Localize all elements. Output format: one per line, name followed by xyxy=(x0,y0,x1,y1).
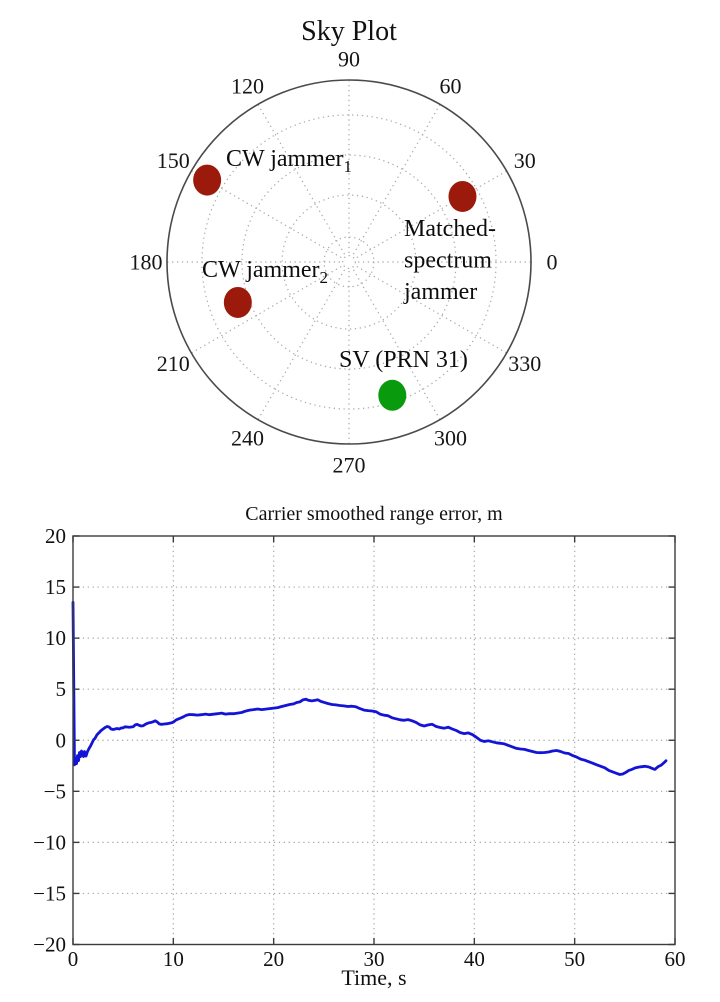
azimuth-tick-label: 150 xyxy=(157,148,190,173)
grid-ring xyxy=(241,154,457,370)
grid-spoke xyxy=(257,104,346,255)
grid-spoke xyxy=(257,269,346,420)
azimuth-tick-label: 180 xyxy=(130,250,163,275)
sky-plot-title: Sky Plot xyxy=(301,16,397,47)
x-tick-label: 40 xyxy=(464,947,485,971)
sky-marker-label: SV (PRN 31) xyxy=(339,347,468,373)
line-plot-series xyxy=(71,601,668,776)
azimuth-tick-label: 30 xyxy=(514,148,536,173)
grid-spoke xyxy=(356,170,507,259)
y-tick-label: 5 xyxy=(56,677,67,701)
sky-marker-label: CW jammer1 xyxy=(226,146,352,176)
y-tick-label: −20 xyxy=(33,933,66,957)
sky-marker xyxy=(193,164,222,196)
y-tick-label: 15 xyxy=(45,575,66,599)
sky-plot-grid: 0 30 60 90 120 150 180 210 240 270 300 330 xyxy=(130,47,558,478)
azimuth-tick-label: 210 xyxy=(157,351,190,376)
sky-marker xyxy=(378,379,407,411)
plot-frame xyxy=(72,535,676,946)
grid-ring xyxy=(342,255,356,269)
y-tick-label: 20 xyxy=(45,524,66,548)
y-tick-label: 10 xyxy=(45,626,66,650)
azimuth-tick-label: 300 xyxy=(434,425,467,450)
azimuth-tick-label: 60 xyxy=(440,74,462,99)
x-tick-label: 50 xyxy=(564,947,585,971)
sky-marker xyxy=(448,180,477,212)
x-tick-label: 60 xyxy=(665,947,686,971)
x-tick-label: 20 xyxy=(263,947,284,971)
line-plot-grid xyxy=(73,536,675,945)
y-tick-label: −15 xyxy=(33,881,66,905)
line-plot: Carrier smoothed range error, m 0 10 20 30 4… xyxy=(33,503,685,990)
sky-plot: Sky Plot 0 30 60 90 120 150 180 210 240 270 300 330… xyxy=(130,16,558,478)
sky-marker-label: Matched-spectrum jammer xyxy=(403,216,496,305)
x-tick-label: 0 xyxy=(68,947,79,971)
x-axis-label: Time, s xyxy=(341,965,406,990)
x-tick-label: 30 xyxy=(364,947,385,971)
grid-ring xyxy=(201,114,497,410)
sky-plot-markers: CW jammer1 CW jammer2 Matched-spectrum jamm… xyxy=(193,146,496,411)
azimuth-tick-label: 120 xyxy=(231,74,264,99)
azimuth-tick-label: 0 xyxy=(547,250,558,275)
x-tick-label: 10 xyxy=(163,947,184,971)
azimuth-tick-label: 330 xyxy=(508,351,541,376)
y-tick-label: 0 xyxy=(56,728,67,752)
polar-outline xyxy=(166,79,532,445)
sky-marker-label: CW jammer2 xyxy=(202,257,328,287)
grid-ring xyxy=(323,236,375,288)
series-line xyxy=(71,601,668,776)
azimuth-tick-label: 270 xyxy=(333,453,366,478)
azimuth-tick-label: 90 xyxy=(338,47,360,72)
sky-marker xyxy=(223,286,252,318)
y-tick-label: −5 xyxy=(44,779,66,803)
azimuth-tick-label: 240 xyxy=(231,425,264,450)
line-plot-title: Carrier smoothed range error, m xyxy=(245,503,503,525)
y-tick-label: −10 xyxy=(33,830,66,854)
grid-ring xyxy=(281,194,417,330)
